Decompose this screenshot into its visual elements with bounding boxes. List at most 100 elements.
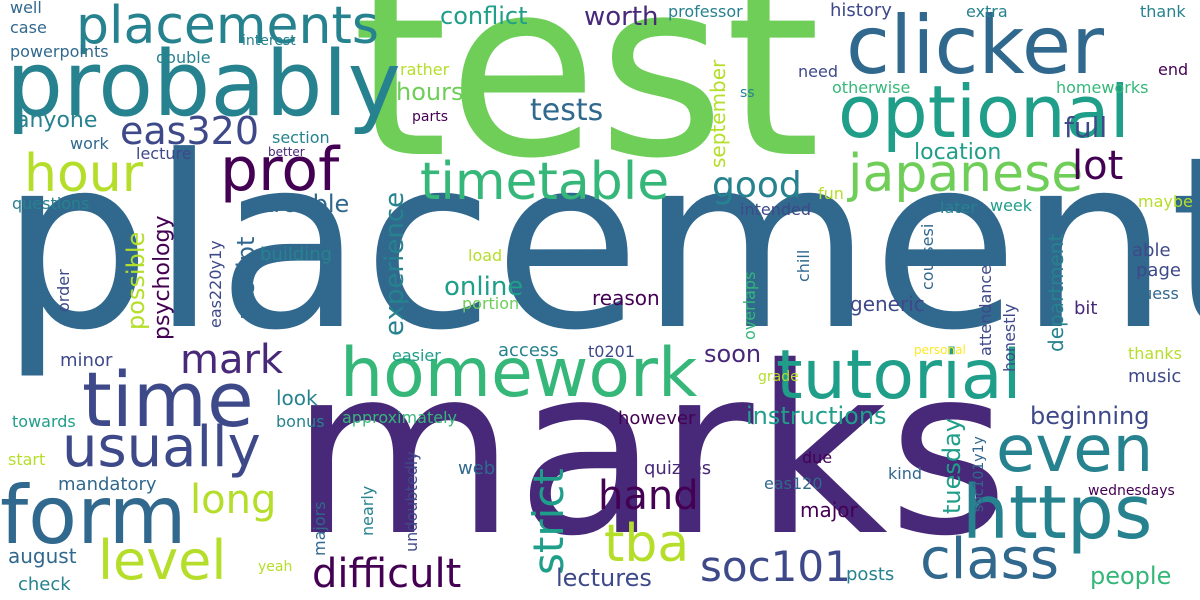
- word-test: test: [352, 0, 821, 212]
- word-beginning: beginning: [1030, 402, 1150, 430]
- word-worth: worth: [584, 2, 659, 32]
- word-major: major: [800, 498, 858, 522]
- word-parts: parts: [412, 109, 449, 125]
- word-mark: mark: [180, 337, 284, 383]
- word-homework: homework: [340, 334, 698, 413]
- word-history: history: [830, 0, 892, 21]
- word-case: case: [10, 18, 47, 37]
- word-tutorial: tutorial: [776, 336, 1022, 415]
- word-placements: placements: [76, 0, 379, 56]
- word-prof: prof: [220, 135, 340, 205]
- word-receipt: receipt: [232, 236, 260, 320]
- word-easier: easier: [392, 346, 441, 365]
- word-load: load: [468, 246, 503, 265]
- word-extra: extra: [966, 2, 1008, 21]
- word-nearly: nearly: [358, 485, 377, 536]
- word-form: form: [0, 469, 187, 562]
- word-yeah: yeah: [258, 559, 293, 575]
- word-portion: portion: [462, 294, 520, 313]
- word-better: better: [268, 145, 305, 159]
- word-hours: hours: [396, 78, 464, 106]
- word-lecture: lecture: [136, 144, 192, 163]
- word-kind: kind: [888, 464, 923, 483]
- word-questions: questions: [12, 194, 90, 213]
- word-https: https: [962, 470, 1153, 556]
- word-interest: interest: [242, 33, 296, 49]
- word-hand: hand: [598, 473, 699, 519]
- word-possible: possible: [122, 231, 150, 330]
- word-good: good: [712, 165, 802, 206]
- word-check: check: [18, 574, 71, 595]
- word-need: need: [798, 62, 838, 81]
- word-lot: lot: [1072, 143, 1124, 189]
- word-trouble: trouble: [264, 190, 350, 218]
- word-look: look: [276, 386, 318, 410]
- word-psychology: psychology: [150, 215, 175, 340]
- word-even: even: [996, 413, 1154, 487]
- word-optional: optional: [838, 70, 1130, 154]
- word-posts: posts: [846, 564, 895, 585]
- word-september: september: [706, 59, 730, 168]
- word-powerpoints: powerpoints: [10, 42, 109, 61]
- word-later: later: [940, 198, 977, 217]
- word-people: people: [1090, 562, 1172, 590]
- word-difficult: difficult: [312, 551, 462, 597]
- word-due: due: [802, 448, 833, 467]
- word-class: class: [920, 527, 1060, 592]
- word-maybe: maybe: [1138, 192, 1193, 211]
- word-eas120: eas120: [764, 474, 823, 493]
- word-bit: bit: [1074, 298, 1098, 319]
- word-grade: grade: [758, 369, 799, 385]
- word-tuesday: tuesday: [938, 417, 966, 514]
- word-bonus: bonus: [276, 412, 325, 431]
- word-towards: towards: [12, 412, 76, 431]
- word-eas320: eas320: [120, 109, 259, 153]
- word-however: however: [618, 408, 696, 429]
- word-reason: reason: [592, 286, 660, 310]
- word-music: music: [1128, 366, 1182, 387]
- word-personal: personal: [914, 343, 966, 357]
- word-section: section: [272, 128, 330, 147]
- word-fun: fun: [818, 184, 844, 203]
- word-guess: guess: [1132, 284, 1179, 303]
- word-approximately: approximately: [342, 408, 457, 427]
- word-minor: minor: [60, 350, 113, 371]
- word-majors: majors: [310, 501, 329, 556]
- word-honestly: honestly: [1000, 303, 1019, 372]
- word-otherwise: otherwise: [832, 78, 911, 97]
- word-online: online: [444, 272, 524, 302]
- word-placement: placement: [0, 106, 1200, 383]
- word-rather: rather: [400, 60, 450, 79]
- word-chill: chill: [794, 249, 813, 282]
- word-t0201: t0201: [588, 342, 635, 361]
- word-anyone: anyone: [16, 108, 98, 133]
- word-experience: experience: [380, 191, 410, 336]
- word-marks: marks: [290, 317, 1009, 587]
- word-eas220y1y: eas220y1y: [206, 240, 225, 328]
- word-august: august: [8, 544, 77, 568]
- word-able: able: [1132, 240, 1171, 261]
- word-full: full: [1064, 111, 1108, 144]
- word-tests: tests: [530, 93, 604, 128]
- word-strict: strict: [524, 468, 573, 575]
- word-long: long: [190, 477, 277, 523]
- word-ss: ss: [740, 85, 755, 101]
- word-overlaps: overlaps: [740, 271, 759, 340]
- word-homeworks: homeworks: [1056, 78, 1149, 97]
- word-week: week: [990, 196, 1033, 215]
- word-department: department: [1044, 233, 1068, 352]
- word-lectures: lectures: [556, 564, 652, 592]
- word-well: well: [10, 0, 42, 17]
- word-coursesi: coursesi: [918, 223, 937, 290]
- word-soon: soon: [704, 340, 762, 368]
- word-level: level: [98, 529, 227, 592]
- word-soc101: soc101: [700, 542, 851, 591]
- word-start: start: [8, 450, 46, 469]
- word-thanks: thanks: [1128, 344, 1182, 363]
- word-hour: hour: [24, 144, 144, 204]
- word-wednesdays: wednesdays: [1088, 483, 1175, 499]
- word-order: order: [54, 269, 73, 312]
- word-usually: usually: [62, 415, 261, 480]
- word-work: work: [70, 134, 109, 153]
